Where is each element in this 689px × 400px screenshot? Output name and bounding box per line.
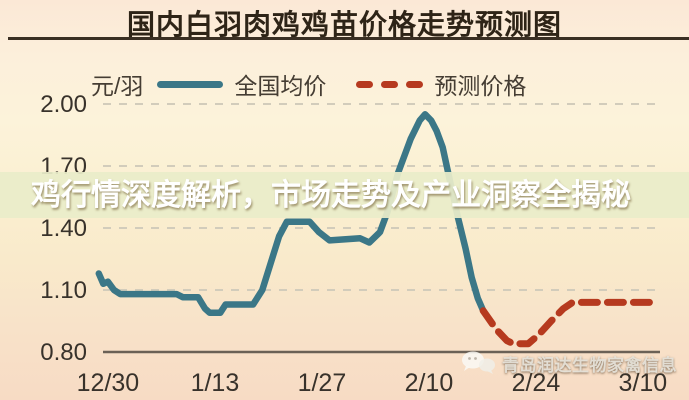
headline-text: 鸡行情深度解析，市场走势及产业洞察全揭秘 (31, 179, 631, 212)
y-tick-label: 0.80 (40, 339, 87, 366)
title-underline (8, 37, 689, 40)
headline-banner: 鸡行情深度解析，市场走势及产业洞察全揭秘 (0, 172, 689, 218)
y-tick-label: 1.40 (40, 215, 87, 242)
avg-line-swatch (157, 80, 224, 88)
x-tick-label: 2/10 (405, 369, 454, 397)
x-tick-label: 2/24 (512, 369, 561, 397)
y-tick-label: 2.00 (40, 91, 87, 118)
dash-segment (356, 80, 374, 88)
x-tick-label: 12/30 (77, 369, 140, 397)
forecast-series-label: 预测价格 (434, 73, 527, 99)
national-average-line (95, 111, 487, 316)
y-axis-unit-label: 元/羽 (91, 73, 144, 99)
x-tick-label: 1/27 (298, 369, 347, 397)
avg-series-label: 全国均价 (234, 73, 327, 99)
dash-segment (381, 80, 399, 88)
dash-segment (406, 80, 424, 88)
x-tick-label: 1/13 (191, 369, 240, 397)
chart-legend: 元/羽 全国均价 预测价格 (91, 69, 526, 99)
watermark: 青岛润达生物家禽信息 (460, 350, 677, 377)
x-tick-label: 3/10 (619, 369, 668, 397)
watermark-text: 青岛润达生物家禽信息 (502, 356, 677, 375)
chat-bubbles-icon (462, 351, 495, 374)
forecast-line-swatch (356, 80, 424, 88)
page-title: 国内白羽肉鸡鸡苗价格走势预测图 (126, 10, 562, 41)
forecast-price-line (479, 298, 654, 348)
y-tick-label: 1.10 (40, 277, 87, 304)
